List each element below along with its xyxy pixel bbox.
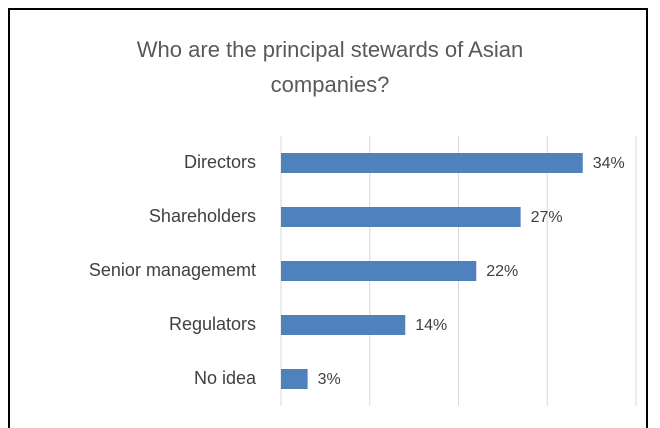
bar	[281, 261, 477, 281]
y-tick-label: No idea	[194, 368, 257, 388]
y-tick-label: Regulators	[169, 314, 256, 334]
data-label: 27%	[531, 209, 563, 226]
bar	[281, 369, 308, 389]
bar	[281, 315, 406, 335]
y-tick-label: Shareholders	[149, 206, 256, 226]
data-label: 22%	[486, 263, 518, 280]
bar	[281, 153, 583, 173]
data-label: 14%	[415, 317, 447, 334]
data-label: 34%	[593, 155, 625, 172]
y-tick-label: Senior managememt	[89, 260, 256, 280]
data-label: 3%	[318, 371, 341, 388]
y-tick-label: Directors	[184, 152, 256, 172]
chart-frame	[8, 8, 648, 428]
bar	[281, 207, 521, 227]
chart-title: Who are the principal stewards of Asian …	[136, 37, 524, 97]
